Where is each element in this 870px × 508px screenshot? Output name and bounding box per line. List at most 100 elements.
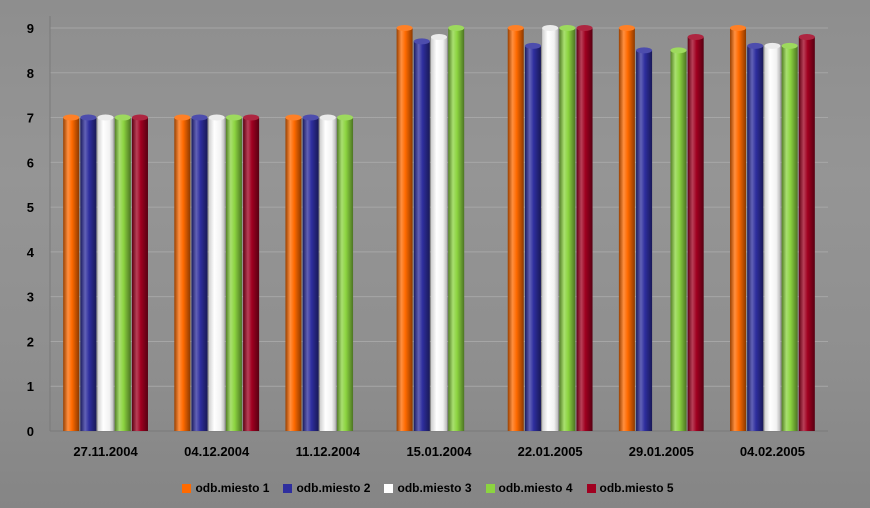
bar-cap (114, 114, 131, 121)
bar-cap (243, 114, 260, 121)
bar-cap (730, 25, 747, 31)
y-tick-label: 9 (27, 21, 34, 36)
bar (285, 114, 302, 432)
legend-swatch (384, 483, 394, 493)
bar-cap (97, 114, 114, 121)
legend-entry: odb.miesto 2 (283, 481, 370, 495)
y-tick-label: 1 (27, 379, 34, 394)
legend-label: odb.miesto 4 (498, 481, 573, 495)
y-tick-label: 2 (27, 334, 34, 349)
bar-cap (507, 25, 524, 31)
bar-body (97, 117, 114, 432)
y-tick-label: 8 (27, 66, 34, 81)
bar (97, 114, 114, 432)
bar (431, 33, 447, 431)
bar-cap (302, 114, 319, 121)
bar (524, 42, 541, 432)
bar-body (302, 117, 319, 432)
bar-cap (396, 25, 413, 31)
x-tick-label: 29.01.2005 (629, 444, 694, 459)
bar-cap (747, 42, 764, 49)
bar (764, 42, 781, 432)
bar (174, 114, 191, 432)
bar-body (63, 117, 80, 432)
bar-cap (80, 114, 97, 121)
y-tick-label: 3 (27, 290, 34, 305)
bar-cap (781, 42, 798, 49)
bar-body (413, 41, 430, 431)
bar-body (542, 28, 559, 431)
bar (747, 42, 764, 432)
legend-swatch (283, 483, 293, 493)
x-tick-label: 04.02.2005 (740, 444, 805, 459)
legend-entry: odb.miesto 5 (586, 481, 674, 495)
bar-body (431, 36, 447, 431)
bar-cap (670, 47, 687, 54)
bar-cap (131, 114, 148, 121)
legend-swatch (182, 483, 192, 493)
bar-cap (431, 33, 447, 40)
x-tick-label: 04.12.2004 (184, 444, 250, 459)
bar (80, 114, 97, 432)
legend-label: odb.miesto 3 (397, 481, 472, 495)
bar (730, 25, 747, 431)
y-tick-label: 6 (27, 155, 34, 170)
bar (687, 33, 704, 431)
bar-body (80, 117, 97, 432)
bar-cap (687, 33, 704, 40)
bar (618, 25, 635, 431)
bar-body (670, 50, 687, 432)
bar-body (618, 28, 635, 431)
bar (337, 114, 354, 432)
bar (225, 114, 242, 432)
bar (781, 42, 798, 432)
bar-cap (524, 42, 541, 49)
bar-body (448, 28, 465, 431)
x-tick-label: 22.01.2005 (518, 444, 583, 459)
legend-label: odb.miesto 2 (296, 481, 371, 495)
bar (319, 114, 336, 432)
bar-body (524, 45, 541, 432)
bar-body (781, 45, 798, 432)
bar-cap (191, 114, 208, 121)
bar (63, 114, 80, 432)
bar-cap (174, 114, 191, 121)
bar-cap (285, 114, 302, 121)
bar-body (114, 117, 131, 432)
bar-body (285, 117, 302, 432)
bar-body (687, 36, 704, 431)
bar-cap (576, 25, 593, 31)
bar-body (798, 36, 815, 431)
bar-body (208, 117, 225, 432)
bar-cap (542, 25, 559, 31)
bar-body (337, 117, 354, 432)
x-tick-label: 11.12.2004 (296, 444, 361, 459)
legend-label: odb.miesto 5 (599, 481, 674, 495)
y-tick-label: 5 (27, 200, 34, 215)
bar (448, 25, 465, 431)
bar (396, 25, 413, 431)
bar-cap (413, 38, 430, 45)
y-tick-labels: 0 1 2 3 4 5 6 7 8 9 (27, 21, 35, 439)
bar (302, 114, 319, 432)
bar-body (747, 45, 764, 432)
y-tick-label: 7 (27, 111, 34, 126)
bar-cap (764, 42, 781, 49)
bar (131, 114, 148, 432)
x-tick-label: 27.11.2004 (73, 444, 138, 459)
bar-body (225, 117, 242, 432)
bar-cap (319, 114, 336, 121)
bar (413, 38, 430, 431)
bar (542, 25, 559, 431)
legend-label: odb.miesto 1 (195, 481, 270, 495)
bar (798, 33, 815, 431)
bar-body (131, 117, 148, 432)
legend-entry: odb.miesto 1 (182, 481, 269, 495)
bar-cap (559, 25, 576, 31)
bar-cap (636, 47, 653, 54)
x-tick-labels: 27.11.2004 04.12.2004 11.12.2004 15.01.2004… (73, 444, 805, 459)
legend-swatch (485, 483, 495, 493)
bar (114, 114, 131, 432)
bar-cap (618, 25, 635, 31)
bar-cap (225, 114, 242, 121)
